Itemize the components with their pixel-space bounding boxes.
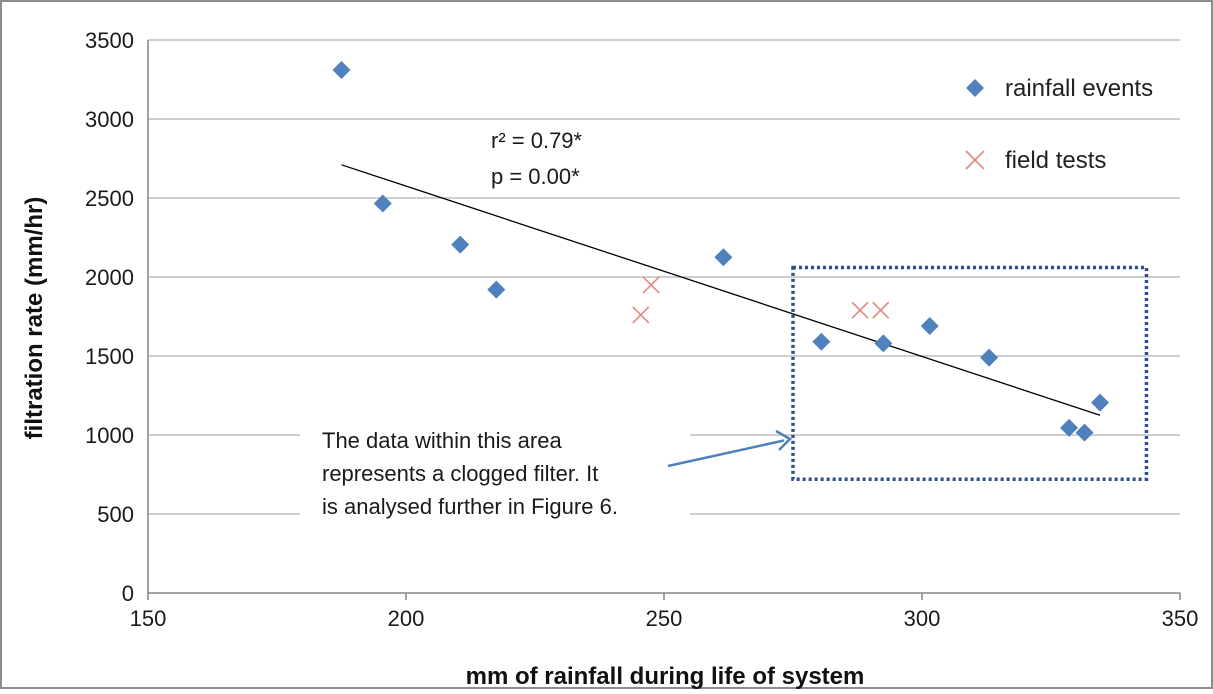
legend: rainfall events field tests (965, 75, 1153, 174)
clogged-filter-box (791, 265, 1149, 481)
legend-marker-rainfall-events (966, 79, 984, 97)
legend-marker-field-tests (965, 150, 985, 170)
field-test-point (851, 301, 869, 319)
field-test-point (642, 276, 660, 294)
legend-label-rainfall-events: rainfall events (1005, 75, 1153, 102)
note-text-line: The data within this area (322, 428, 562, 453)
note-text-line: is analysed further in Figure 6. (322, 494, 618, 519)
x-tick-label: 300 (904, 606, 941, 631)
y-tick-label: 0 (122, 581, 134, 606)
rainfall-event-point (373, 194, 392, 213)
x-tick-label: 200 (388, 606, 425, 631)
cross-stroke (851, 301, 869, 319)
rainfall-event-point (1060, 418, 1079, 437)
r-squared-label: r² = 0.79* (491, 128, 583, 153)
rainfall-event-point (332, 61, 351, 80)
y-tick-label: 500 (97, 502, 134, 527)
rainfall-event-point (487, 280, 506, 299)
x-tick-label: 350 (1162, 606, 1199, 631)
rainfall-event-point (1091, 393, 1110, 412)
tick-labels: 0 500 1000 1500 2000 2500 3000 3500 150 200 250 300… (85, 28, 1198, 631)
cross-stroke (872, 301, 890, 319)
y-tick-label: 2000 (85, 265, 134, 290)
y-tick-label: 1000 (85, 423, 134, 448)
arrow-shaft (667, 439, 785, 468)
rainfall-event-point (874, 334, 893, 353)
note-background (300, 418, 690, 526)
y-tick-label: 3500 (85, 28, 134, 53)
legend-label-field-tests: field tests (1005, 147, 1106, 174)
rainfall-event-point (812, 332, 831, 351)
rainfall-event-point (451, 235, 470, 254)
y-tick-label: 2500 (85, 186, 134, 211)
p-value-label: p = 0.00* (491, 164, 580, 189)
trendline (341, 164, 1101, 416)
x-tick-label: 150 (130, 606, 167, 631)
rainfall-event-point (980, 348, 999, 367)
x-tick-label: 250 (646, 606, 683, 631)
arrow-head (775, 429, 793, 451)
field-test-point (872, 301, 890, 319)
y-tick-label: 3000 (85, 107, 134, 132)
cross-stroke (965, 150, 985, 170)
annotations: The data within this area represents a cl… (300, 128, 1149, 526)
cross-stroke (642, 276, 660, 294)
y-tick-label: 1500 (85, 344, 134, 369)
trendline-layer (341, 164, 1101, 416)
rainfall-event-point (714, 248, 733, 267)
cross-stroke (632, 306, 650, 324)
note-text-line: represents a clogged filter. It (322, 461, 598, 486)
y-axis-title: filtration rate (mm/hr) (21, 197, 48, 440)
data-points (332, 61, 1110, 442)
field-test-point (632, 306, 650, 324)
rainfall-event-point (1075, 423, 1094, 442)
rainfall-event-point (920, 316, 939, 335)
x-axis-title: mm of rainfall during life of system (466, 663, 865, 689)
